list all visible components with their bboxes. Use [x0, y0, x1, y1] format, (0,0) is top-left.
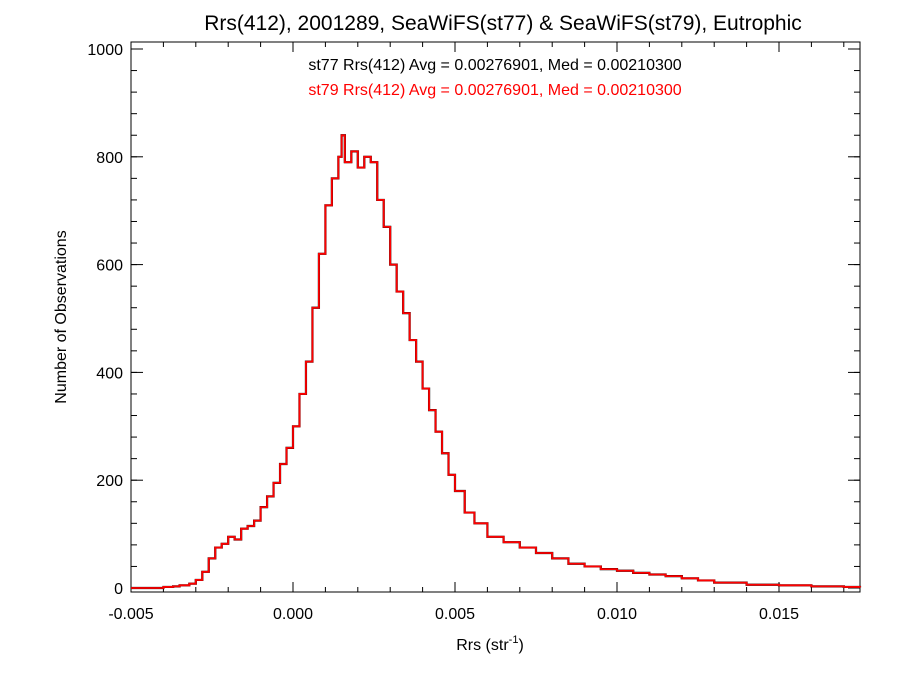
x-axis-label-superscript: -1 [509, 634, 519, 646]
y-tick-label: 800 [96, 150, 123, 167]
annotation-st79: st79 Rrs(412) Avg = 0.00276901, Med = 0.… [308, 82, 681, 99]
annotation-st77: st77 Rrs(412) Avg = 0.00276901, Med = 0.… [308, 57, 681, 74]
y-axis-label: Number of Observations [53, 230, 70, 403]
x-axis-label-close: ) [518, 637, 523, 654]
histogram-series-red [131, 134, 861, 589]
x-tick-label: 0.005 [435, 606, 475, 623]
x-axis: -0.005 0.000 0.005 0.010 0.015 [108, 42, 845, 623]
y-tick-label: 600 [96, 258, 123, 275]
x-tick-label: -0.005 [108, 606, 153, 623]
x-axis-label-base: Rrs (str [456, 637, 509, 654]
plot-frame [130, 41, 861, 593]
y-tick-label: 200 [96, 473, 123, 490]
y-tick-label: 1000 [87, 42, 123, 59]
x-tick-label: 0.010 [597, 606, 637, 623]
y-tick-label: 400 [96, 365, 123, 382]
x-tick-label: 0.000 [273, 606, 313, 623]
y-tick-label: 0 [114, 581, 123, 598]
x-axis-label: Rrs (str-1) [456, 634, 524, 654]
x-tick-label: 0.015 [759, 606, 799, 623]
y-axis: 0 200 400 600 800 1000 [87, 42, 860, 598]
chart-title: Rrs(412), 2001289, SeaWiFS(st77) & SeaWi… [204, 12, 802, 35]
histogram-series-black [131, 134, 862, 590]
